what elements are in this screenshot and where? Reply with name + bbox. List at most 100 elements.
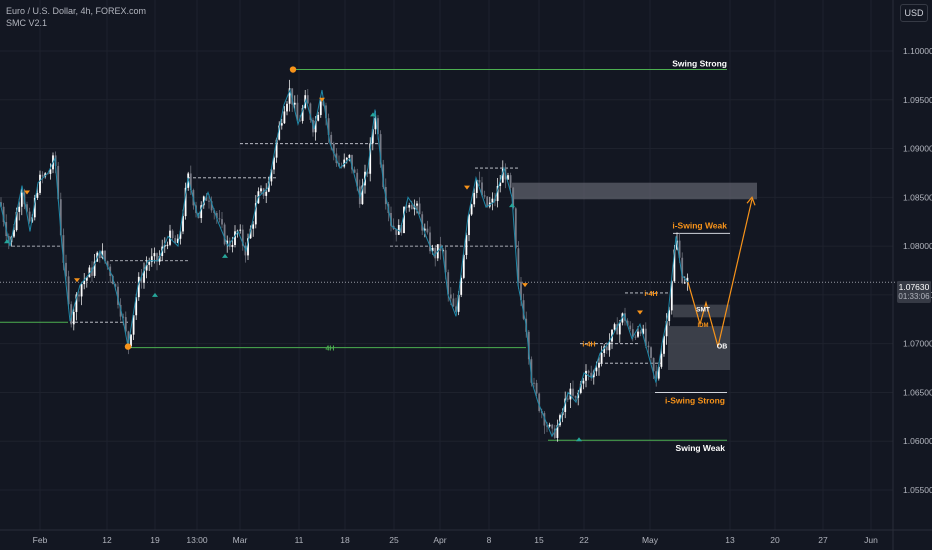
candle-body: [189, 173, 192, 191]
price-tick-label: 1.08000: [903, 241, 932, 251]
time-tick-label: Feb: [33, 535, 48, 545]
level-labels: Swing Strong Swing Weak i-Swing Weak i-Swin…: [326, 59, 728, 454]
candle-body: [145, 264, 148, 271]
candle-body: [657, 366, 660, 379]
candle-body: [598, 362, 600, 368]
candle-body: [343, 159, 346, 167]
candle-body: [686, 277, 689, 283]
candle-body: [530, 359, 533, 383]
candle-body: [631, 329, 634, 337]
candle-body: [449, 294, 452, 299]
time-tick-label: Apr: [433, 535, 446, 545]
price-tick-label: 1.09500: [903, 95, 932, 105]
level-4h-label: 4H: [326, 346, 335, 353]
candle-body: [535, 382, 538, 394]
candle-body: [595, 367, 598, 372]
candle-body: [59, 199, 62, 236]
time-tick-label: 19: [150, 535, 160, 545]
symbol-title[interactable]: Euro / U.S. Dollar, 4h, FOREX.com: [6, 6, 147, 16]
candle-body: [114, 284, 117, 287]
candle-body: [231, 244, 234, 247]
candle-body: [210, 201, 213, 211]
price-tick-label: 1.10000: [903, 46, 932, 56]
candle-body: [397, 224, 400, 235]
candle-body: [106, 261, 109, 267]
swing-weak-label: Swing Weak: [676, 443, 726, 453]
candle-body: [642, 328, 645, 334]
candle-body: [137, 276, 140, 298]
candle-body: [49, 169, 52, 174]
candle-body: [33, 197, 36, 218]
candle-body: [15, 211, 18, 231]
candle-body: [104, 250, 106, 262]
candle-body: [603, 346, 606, 353]
price-tick-label: 1.08500: [903, 192, 932, 202]
candle-body: [101, 250, 104, 259]
candle-body: [174, 238, 177, 243]
candle-body: [226, 240, 229, 245]
candle-body: [41, 174, 44, 177]
candle-body: [327, 118, 330, 135]
price-tick-label: 1.07000: [903, 339, 932, 349]
candle-body: [148, 262, 151, 265]
candle-body: [429, 232, 431, 252]
candle-body: [418, 203, 421, 215]
candle-body: [369, 143, 372, 174]
candle-body: [395, 229, 398, 235]
candle-body: [306, 95, 309, 104]
candle-body: [444, 250, 447, 273]
candle-body: [20, 192, 23, 207]
candle-body: [670, 281, 673, 311]
zigzag-line: [0, 88, 689, 438]
candle-body: [163, 245, 166, 247]
candle-body: [618, 322, 621, 335]
chart-grid: [0, 0, 893, 530]
candle-body: [254, 203, 257, 225]
candle-body: [475, 180, 478, 193]
candle-body: [434, 247, 437, 259]
bearish-triangle-icon: [319, 97, 325, 102]
candle-body: [353, 169, 356, 173]
candle-body: [668, 310, 671, 322]
time-axis: Feb 12 19 13:00 Mar 11 18 25 Apr 8 15 22 May 13 20 27 Ju…: [0, 529, 932, 545]
candle-body: [293, 102, 296, 105]
price-tick-label: 1.05500: [903, 485, 932, 495]
candle-body: [483, 195, 486, 197]
time-tick-label: 27: [818, 535, 828, 545]
candle-body: [299, 120, 301, 122]
candle-body: [408, 205, 411, 208]
candle-body: [98, 252, 101, 259]
candle-body: [644, 328, 647, 346]
candle-body: [382, 164, 385, 188]
candle-body: [605, 346, 608, 351]
candle-body: [551, 424, 554, 429]
candle-body: [150, 256, 153, 263]
candle-body: [517, 248, 520, 282]
chart-header: Euro / U.S. Dollar, 4h, FOREX.com SMC V2…: [6, 5, 146, 29]
currency-button[interactable]: USD: [900, 4, 928, 22]
candle-body: [522, 300, 525, 319]
candle-body: [639, 331, 642, 334]
i-4h-label: i-4H: [644, 291, 657, 298]
projection-line: [687, 199, 753, 347]
candle-body: [455, 306, 457, 312]
candle-body: [410, 205, 413, 210]
candle-body: [460, 277, 463, 295]
candle-body: [374, 118, 377, 130]
time-tick-label: 25: [389, 535, 399, 545]
candle-body: [423, 228, 426, 231]
candle-body: [325, 105, 327, 119]
price-axis: 1.100001.095001.090001.085001.080001.075…: [892, 0, 932, 550]
indicator-name[interactable]: SMC V2.1: [6, 18, 48, 28]
candle-body: [215, 213, 218, 219]
time-tick-label: 20: [770, 535, 780, 545]
candle-body: [72, 311, 75, 325]
candle-body: [616, 324, 619, 335]
bar-countdown: 01:33:06: [898, 292, 930, 301]
bearish-triangle-icon: [522, 283, 528, 288]
candle-body: [660, 353, 663, 367]
time-tick-label: 13:00: [186, 535, 208, 545]
last-price-tag: 1.07630 01:33:06: [897, 281, 931, 303]
candle-body: [270, 169, 273, 182]
